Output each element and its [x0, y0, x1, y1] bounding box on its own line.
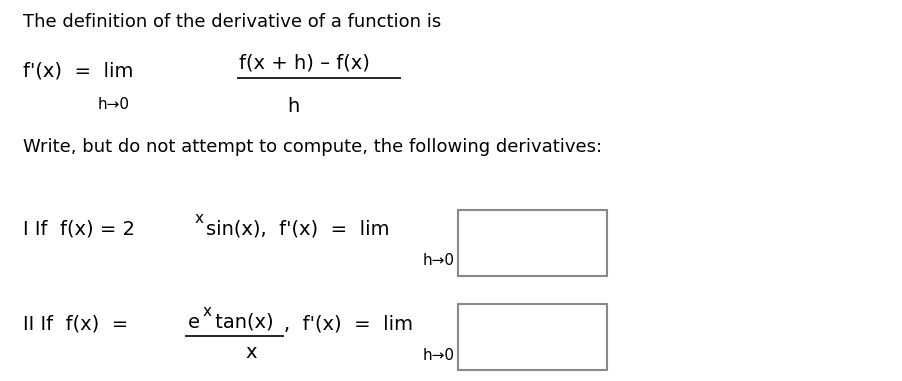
Text: f(x + h) – f(x): f(x + h) – f(x)	[239, 54, 370, 72]
Text: ,  f'(x)  =  lim: , f'(x) = lim	[284, 315, 413, 333]
Text: f'(x)  =  lim: f'(x) = lim	[23, 61, 133, 80]
Text: The definition of the derivative of a function is: The definition of the derivative of a fu…	[23, 13, 441, 30]
Bar	[458, 210, 607, 276]
Text: tan(x): tan(x)	[209, 313, 274, 331]
Text: x: x	[203, 304, 212, 319]
Text: h→0: h→0	[422, 253, 454, 268]
Bar	[458, 304, 607, 370]
Text: Write, but do not attempt to compute, the following derivatives:: Write, but do not attempt to compute, th…	[23, 138, 602, 156]
Text: x: x	[195, 211, 204, 226]
Text: II If  f(x)  =: II If f(x) =	[23, 315, 128, 333]
Text: h→0: h→0	[422, 348, 454, 363]
Text: e: e	[188, 313, 199, 331]
Text: I If  f(x) = 2: I If f(x) = 2	[23, 219, 134, 238]
Text: sin(x),  f'(x)  =  lim: sin(x), f'(x) = lim	[206, 219, 389, 238]
Text: h→0: h→0	[97, 97, 129, 112]
Text: x: x	[245, 343, 257, 362]
Text: h: h	[287, 98, 299, 116]
